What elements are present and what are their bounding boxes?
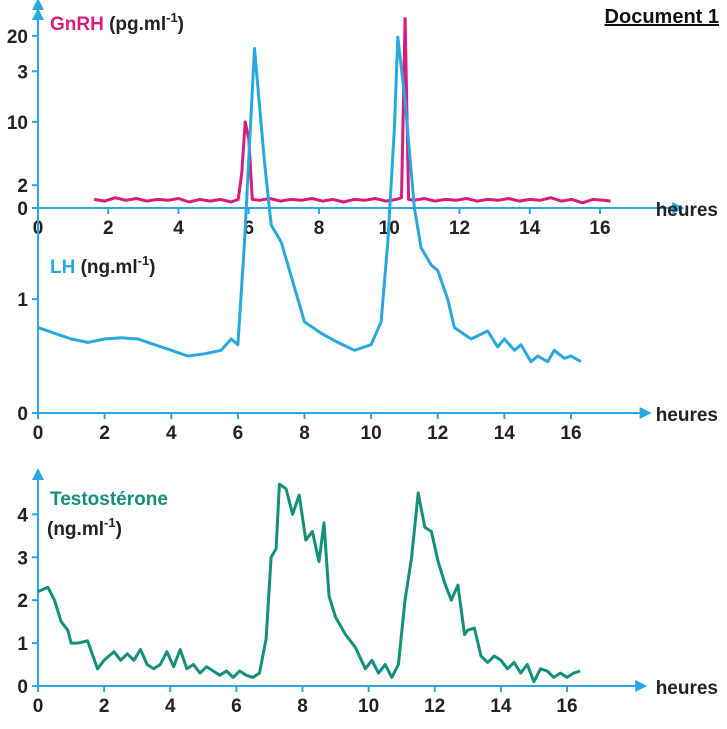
series-line-testostérone <box>37 482 581 684</box>
x-tick-label: 4 <box>173 218 184 239</box>
unit-text-end: ) <box>178 14 184 35</box>
x-tick-label: 14 <box>494 423 516 444</box>
x-axis-arrow <box>672 202 685 214</box>
chart-title: GnRH (pg.ml-1) <box>50 10 184 35</box>
x-tick-label: 12 <box>424 696 445 717</box>
y-axis-arrow <box>32 468 44 480</box>
x-tick-label: 14 <box>519 218 541 239</box>
document-title: Document 1 <box>604 6 719 28</box>
x-tick-label: 6 <box>231 696 242 717</box>
y-tick-label: 0 <box>17 199 28 220</box>
x-tick-label: 2 <box>103 218 114 239</box>
x-tick-label: 2 <box>99 696 110 717</box>
x-tick-label: 8 <box>299 423 310 444</box>
x-tick-label: 16 <box>556 696 577 717</box>
x-tick-label: 8 <box>314 218 325 239</box>
unit-text-end: ) <box>116 519 122 540</box>
x-tick-label: 6 <box>233 423 244 444</box>
y-axis-arrow <box>32 8 44 20</box>
x-axis-label: heures <box>656 678 718 699</box>
y-tick-label: 3 <box>17 548 28 569</box>
y-tick-label: 1 <box>17 634 28 655</box>
x-tick-label: 4 <box>165 696 176 717</box>
x-axis-arrow <box>635 680 648 692</box>
x-axis-arrow <box>639 407 652 419</box>
x-tick-label: 10 <box>361 423 382 444</box>
x-tick-label: 6 <box>243 218 254 239</box>
series-name: LH <box>50 257 75 278</box>
y-tick-label: 4 <box>17 505 28 526</box>
unit-text-end: ) <box>149 257 155 278</box>
unit-text: (ng.ml <box>81 257 138 278</box>
x-axis-label: heures <box>656 405 718 426</box>
x-axis-label: heures <box>656 200 718 221</box>
x-tick-label: 0 <box>33 696 44 717</box>
unit-text: (pg.ml <box>109 14 166 35</box>
x-tick-label: 16 <box>560 423 581 444</box>
y-tick-label: 20 <box>7 27 28 48</box>
x-tick-label: 4 <box>166 423 177 444</box>
x-tick-label: 12 <box>427 423 448 444</box>
y-tick-label: 10 <box>7 113 28 134</box>
unit-exponent: -1 <box>104 515 116 530</box>
x-tick-label: 0 <box>33 423 44 444</box>
series-line-gnrh <box>93 17 611 205</box>
unit-exponent: -1 <box>138 253 150 268</box>
unit-exponent: -1 <box>166 10 178 25</box>
chart-title: Testostérone <box>50 489 168 510</box>
x-tick-label: 2 <box>99 423 110 444</box>
y-tick-label: 0 <box>17 404 28 425</box>
y-tick-label: 2 <box>17 591 28 612</box>
chart-title: LH (ng.ml-1) <box>50 253 156 278</box>
unit-label: (ng.ml-1) <box>47 515 122 540</box>
x-tick-label: 16 <box>589 218 610 239</box>
x-tick-label: 14 <box>490 696 512 717</box>
chart-panel-3: 0 2 4 6 8 10 12 14 1601234heuresTestostérone(ng.… <box>17 468 718 717</box>
y-tick-label: 1 <box>17 290 28 311</box>
x-tick-label: 12 <box>449 218 470 239</box>
y-axis-arrow <box>32 0 44 10</box>
series-line-lh <box>37 35 582 364</box>
y-tick-label: 2 <box>17 176 28 197</box>
y-tick-label: 3 <box>17 62 28 83</box>
unit-text: (ng.ml <box>47 519 104 540</box>
series-name: GnRH <box>50 14 104 35</box>
x-tick-label: 10 <box>358 696 379 717</box>
series-name: Testostérone <box>50 489 168 510</box>
y-tick-label: 0 <box>17 677 28 698</box>
x-tick-label: 8 <box>297 696 308 717</box>
